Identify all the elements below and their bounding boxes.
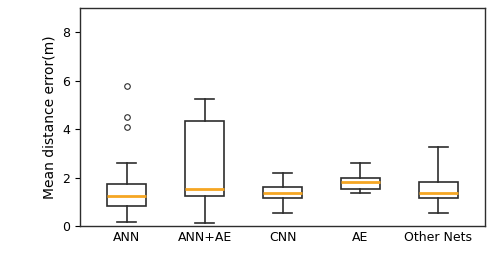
Y-axis label: Mean distance error(m): Mean distance error(m) xyxy=(42,35,56,199)
PathPatch shape xyxy=(185,121,224,196)
PathPatch shape xyxy=(419,182,458,198)
PathPatch shape xyxy=(263,187,302,197)
PathPatch shape xyxy=(108,184,146,206)
PathPatch shape xyxy=(341,178,380,189)
